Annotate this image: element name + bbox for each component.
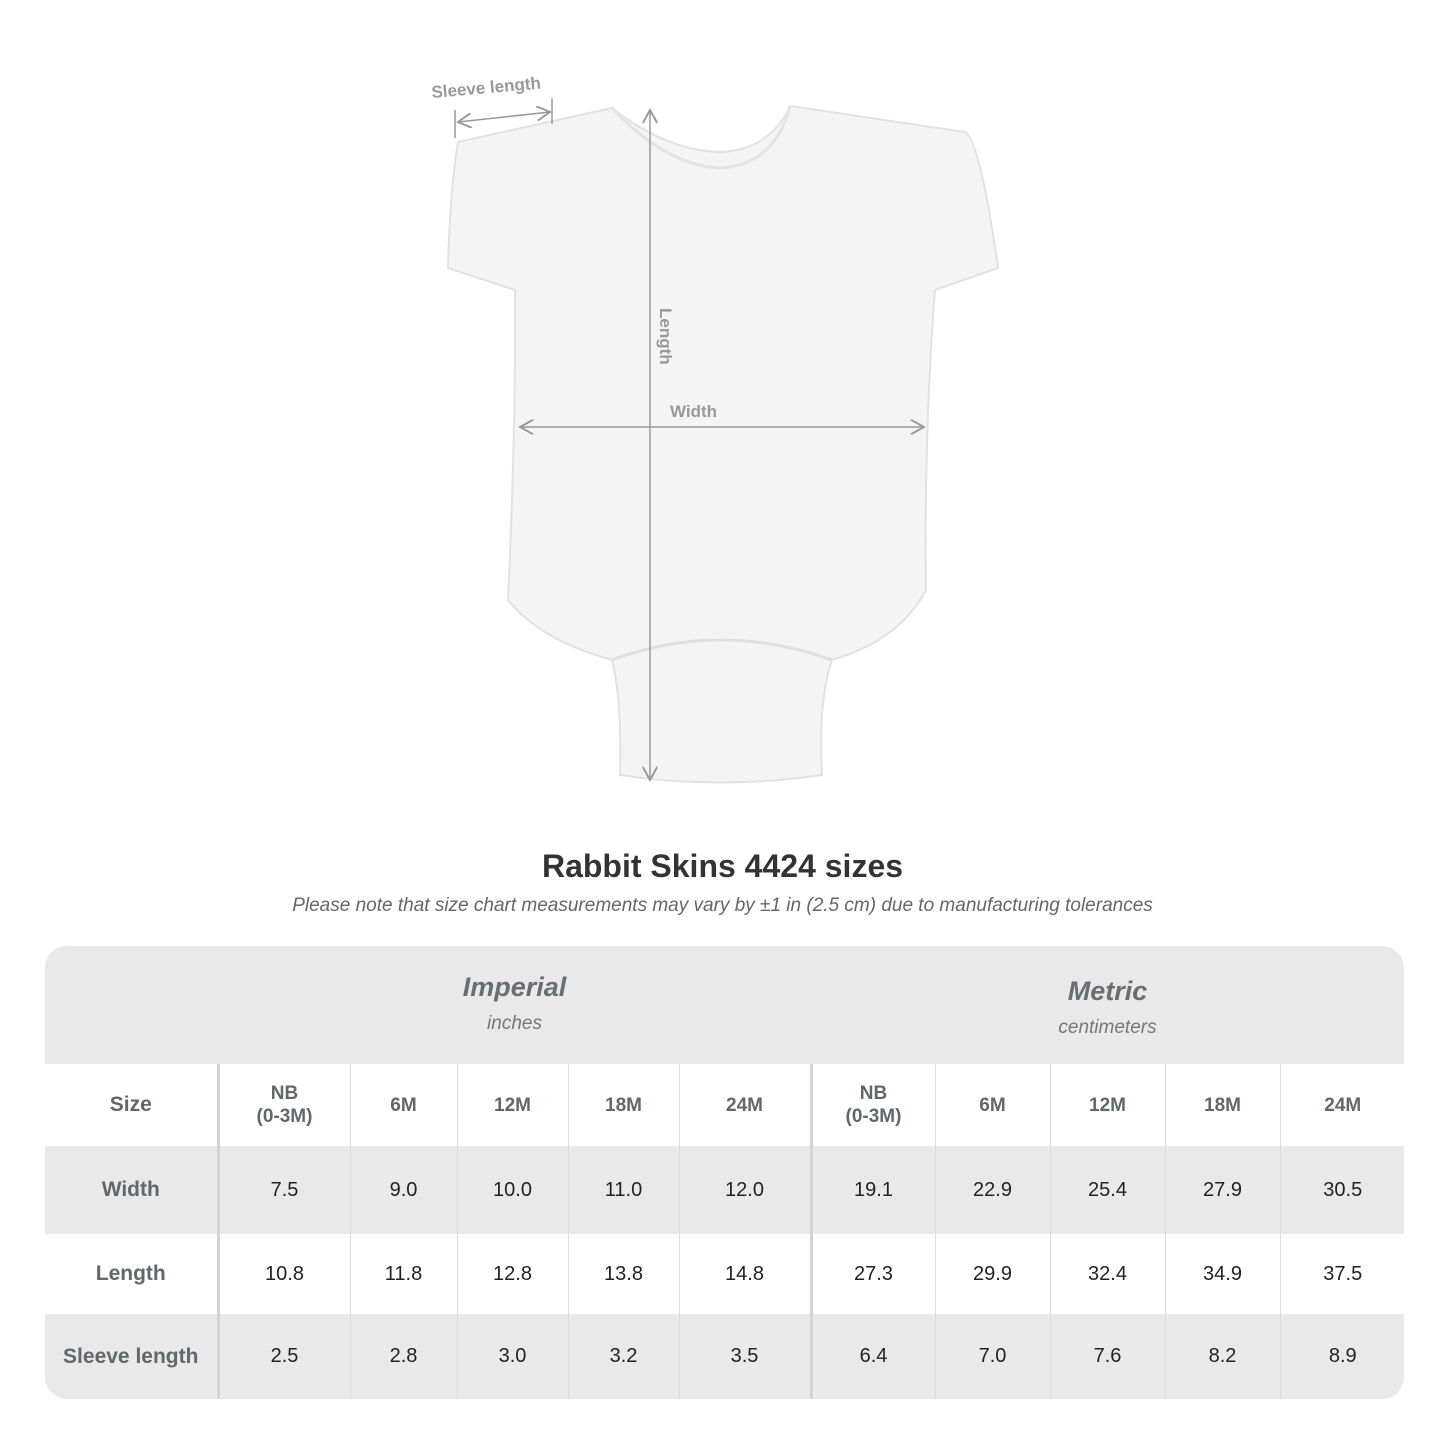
size-header: 12M xyxy=(456,1064,568,1146)
imperial-unit: inches xyxy=(487,1013,542,1034)
metric-value: 30.5 xyxy=(1279,1146,1404,1234)
size-header: 24M xyxy=(1279,1064,1404,1146)
onesie-diagram: Sleeve length Length Width xyxy=(431,74,1000,784)
metric-value: 25.4 xyxy=(1049,1146,1165,1234)
table-row: Width 7.5 9.0 10.0 11.0 12.0 19.1 22.9 25.4 27.9 3… xyxy=(45,1146,1404,1234)
tolerance-note: Please note that size chart measurements… xyxy=(292,895,1153,916)
imperial-value: 3.2 xyxy=(567,1314,679,1399)
metric-value: 29.9 xyxy=(934,1234,1050,1314)
imperial-value: 3.0 xyxy=(456,1314,568,1399)
length-label: Length xyxy=(656,308,675,365)
imperial-value: 2.8 xyxy=(349,1314,457,1399)
row-label: Sleeve length xyxy=(45,1314,220,1399)
size-header: 24M xyxy=(678,1064,811,1146)
size-header: 6M xyxy=(934,1064,1050,1146)
imperial-value: 10.8 xyxy=(217,1234,350,1314)
metric-value: 27.3 xyxy=(809,1234,935,1314)
metric-header: Metric centimeters xyxy=(811,950,1404,1068)
size-header: 12M xyxy=(1049,1064,1165,1146)
imperial-value: 2.5 xyxy=(217,1314,350,1399)
imperial-value: 9.0 xyxy=(349,1146,457,1234)
onesie-garment xyxy=(446,104,1000,784)
size-header: 6M xyxy=(349,1064,457,1146)
size-table: Imperial inches Metric centimeters Size … xyxy=(45,946,1404,1399)
size-header: NB (0-3M) xyxy=(809,1064,935,1146)
size-header: 18M xyxy=(567,1064,679,1146)
imperial-value: 12.8 xyxy=(456,1234,568,1314)
metric-value: 7.0 xyxy=(934,1314,1050,1399)
imperial-value: 13.8 xyxy=(567,1234,679,1314)
table-row: Sleeve length 2.5 2.8 3.0 3.2 3.5 6.4 7.0 7.6 8.2… xyxy=(45,1314,1404,1399)
metric-value: 6.4 xyxy=(809,1314,935,1399)
imperial-title: Imperial xyxy=(462,972,567,1002)
metric-value: 8.9 xyxy=(1279,1314,1404,1399)
metric-value: 37.5 xyxy=(1279,1234,1404,1314)
imperial-header: Imperial inches xyxy=(218,946,811,1064)
metric-title: Metric xyxy=(1067,976,1148,1006)
metric-value: 27.9 xyxy=(1164,1146,1280,1234)
page-title: Rabbit Skins 4424 sizes xyxy=(541,848,904,884)
metric-unit: centimeters xyxy=(1058,1017,1157,1038)
size-header-row: Size NB (0-3M) 6M 12M 18M 24M NB (0-3M) 6M… xyxy=(45,1064,1404,1146)
row-label: Width xyxy=(45,1146,220,1234)
metric-value: 19.1 xyxy=(809,1146,935,1234)
metric-value: 34.9 xyxy=(1164,1234,1280,1314)
table-row: Length 10.8 11.8 12.8 13.8 14.8 27.3 29.9 32.4 34… xyxy=(45,1234,1404,1314)
metric-value: 22.9 xyxy=(934,1146,1050,1234)
width-label: Width xyxy=(670,402,717,421)
metric-value: 32.4 xyxy=(1049,1234,1165,1314)
row-label: Length xyxy=(45,1234,220,1314)
sleeve-measure-line xyxy=(458,112,550,122)
size-header: 18M xyxy=(1164,1064,1280,1146)
size-label: Size xyxy=(45,1064,220,1146)
imperial-value: 7.5 xyxy=(217,1146,350,1234)
sleeve-length-label: Sleeve length xyxy=(431,74,542,102)
size-header: NB (0-3M) xyxy=(217,1064,350,1146)
metric-value: 8.2 xyxy=(1164,1314,1280,1399)
imperial-value: 11.8 xyxy=(349,1234,457,1314)
imperial-value: 11.0 xyxy=(567,1146,679,1234)
imperial-value: 10.0 xyxy=(456,1146,568,1234)
imperial-value: 3.5 xyxy=(678,1314,811,1399)
metric-value: 7.6 xyxy=(1049,1314,1165,1399)
imperial-value: 14.8 xyxy=(678,1234,811,1314)
imperial-value: 12.0 xyxy=(678,1146,811,1234)
